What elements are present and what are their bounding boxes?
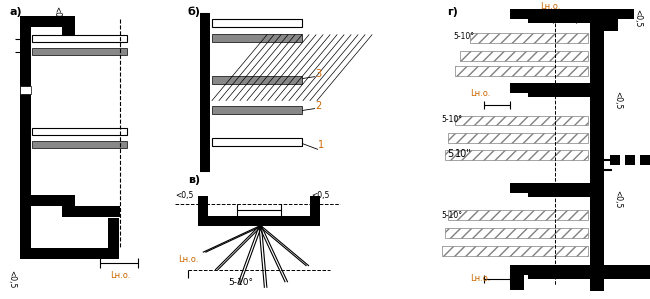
Bar: [510, 83, 532, 93]
Text: 5: 5: [447, 150, 453, 159]
Bar: [20, 248, 119, 259]
Text: <0,5: <0,5: [614, 91, 623, 109]
Bar: [445, 150, 588, 160]
Text: б): б): [188, 6, 201, 17]
Text: Lн.o.: Lн.o.: [470, 89, 490, 97]
Text: 5-10°: 5-10°: [228, 278, 253, 287]
Bar: [212, 138, 302, 147]
Text: 5-10°: 5-10°: [441, 115, 462, 124]
Bar: [640, 155, 650, 165]
Bar: [604, 19, 618, 31]
Text: <0,5: <0,5: [614, 190, 623, 209]
Bar: [445, 228, 588, 238]
Bar: [604, 265, 650, 279]
Bar: [455, 115, 588, 126]
Text: <0,5: <0,5: [311, 191, 330, 200]
Text: 5-10°: 5-10°: [441, 211, 462, 220]
Bar: [448, 133, 588, 144]
Text: 10": 10": [455, 150, 472, 159]
Text: 3: 3: [315, 69, 321, 79]
Bar: [310, 196, 320, 216]
Bar: [528, 265, 590, 279]
Bar: [200, 14, 210, 19]
Bar: [212, 106, 302, 114]
Bar: [32, 141, 127, 148]
Bar: [460, 51, 588, 61]
Bar: [212, 76, 302, 84]
Text: Lн.o.: Lн.o.: [178, 255, 198, 264]
Bar: [200, 166, 210, 171]
Bar: [604, 9, 634, 19]
Text: Lн.o.: Lн.o.: [110, 271, 131, 280]
Text: <0,5: <0,5: [175, 191, 194, 200]
Bar: [108, 218, 119, 250]
Text: Lн.o.: Lн.o.: [470, 274, 490, 283]
Bar: [198, 196, 208, 216]
Bar: [20, 218, 31, 250]
Bar: [528, 183, 590, 197]
Bar: [510, 265, 524, 290]
Text: <0,5: <0,5: [8, 270, 16, 289]
Bar: [510, 9, 532, 19]
Text: г): г): [447, 7, 458, 17]
Bar: [510, 183, 532, 193]
Bar: [590, 9, 604, 291]
Bar: [442, 246, 588, 256]
Bar: [528, 9, 590, 23]
Text: а): а): [10, 7, 23, 17]
Bar: [20, 16, 75, 27]
Bar: [510, 265, 532, 275]
Bar: [200, 19, 210, 166]
Bar: [528, 83, 590, 97]
Bar: [625, 155, 635, 165]
Bar: [32, 48, 127, 55]
Bar: [32, 129, 127, 135]
Bar: [212, 19, 302, 27]
Text: Lн.o.: Lн.o.: [540, 2, 560, 11]
Bar: [20, 16, 31, 250]
Text: <0,5: <0,5: [53, 6, 62, 24]
Text: 1: 1: [318, 141, 324, 150]
Bar: [32, 35, 127, 42]
Bar: [455, 66, 588, 76]
Bar: [448, 210, 588, 220]
Bar: [62, 27, 75, 38]
Bar: [20, 195, 75, 206]
Text: 2: 2: [315, 100, 321, 111]
Bar: [470, 33, 588, 43]
Bar: [212, 34, 302, 42]
Bar: [20, 86, 31, 94]
Text: в): в): [188, 175, 200, 185]
Text: <0,5: <0,5: [634, 9, 642, 27]
Text: 5-10°: 5-10°: [453, 32, 474, 41]
Bar: [62, 206, 120, 217]
Bar: [610, 155, 620, 165]
Bar: [198, 216, 320, 226]
